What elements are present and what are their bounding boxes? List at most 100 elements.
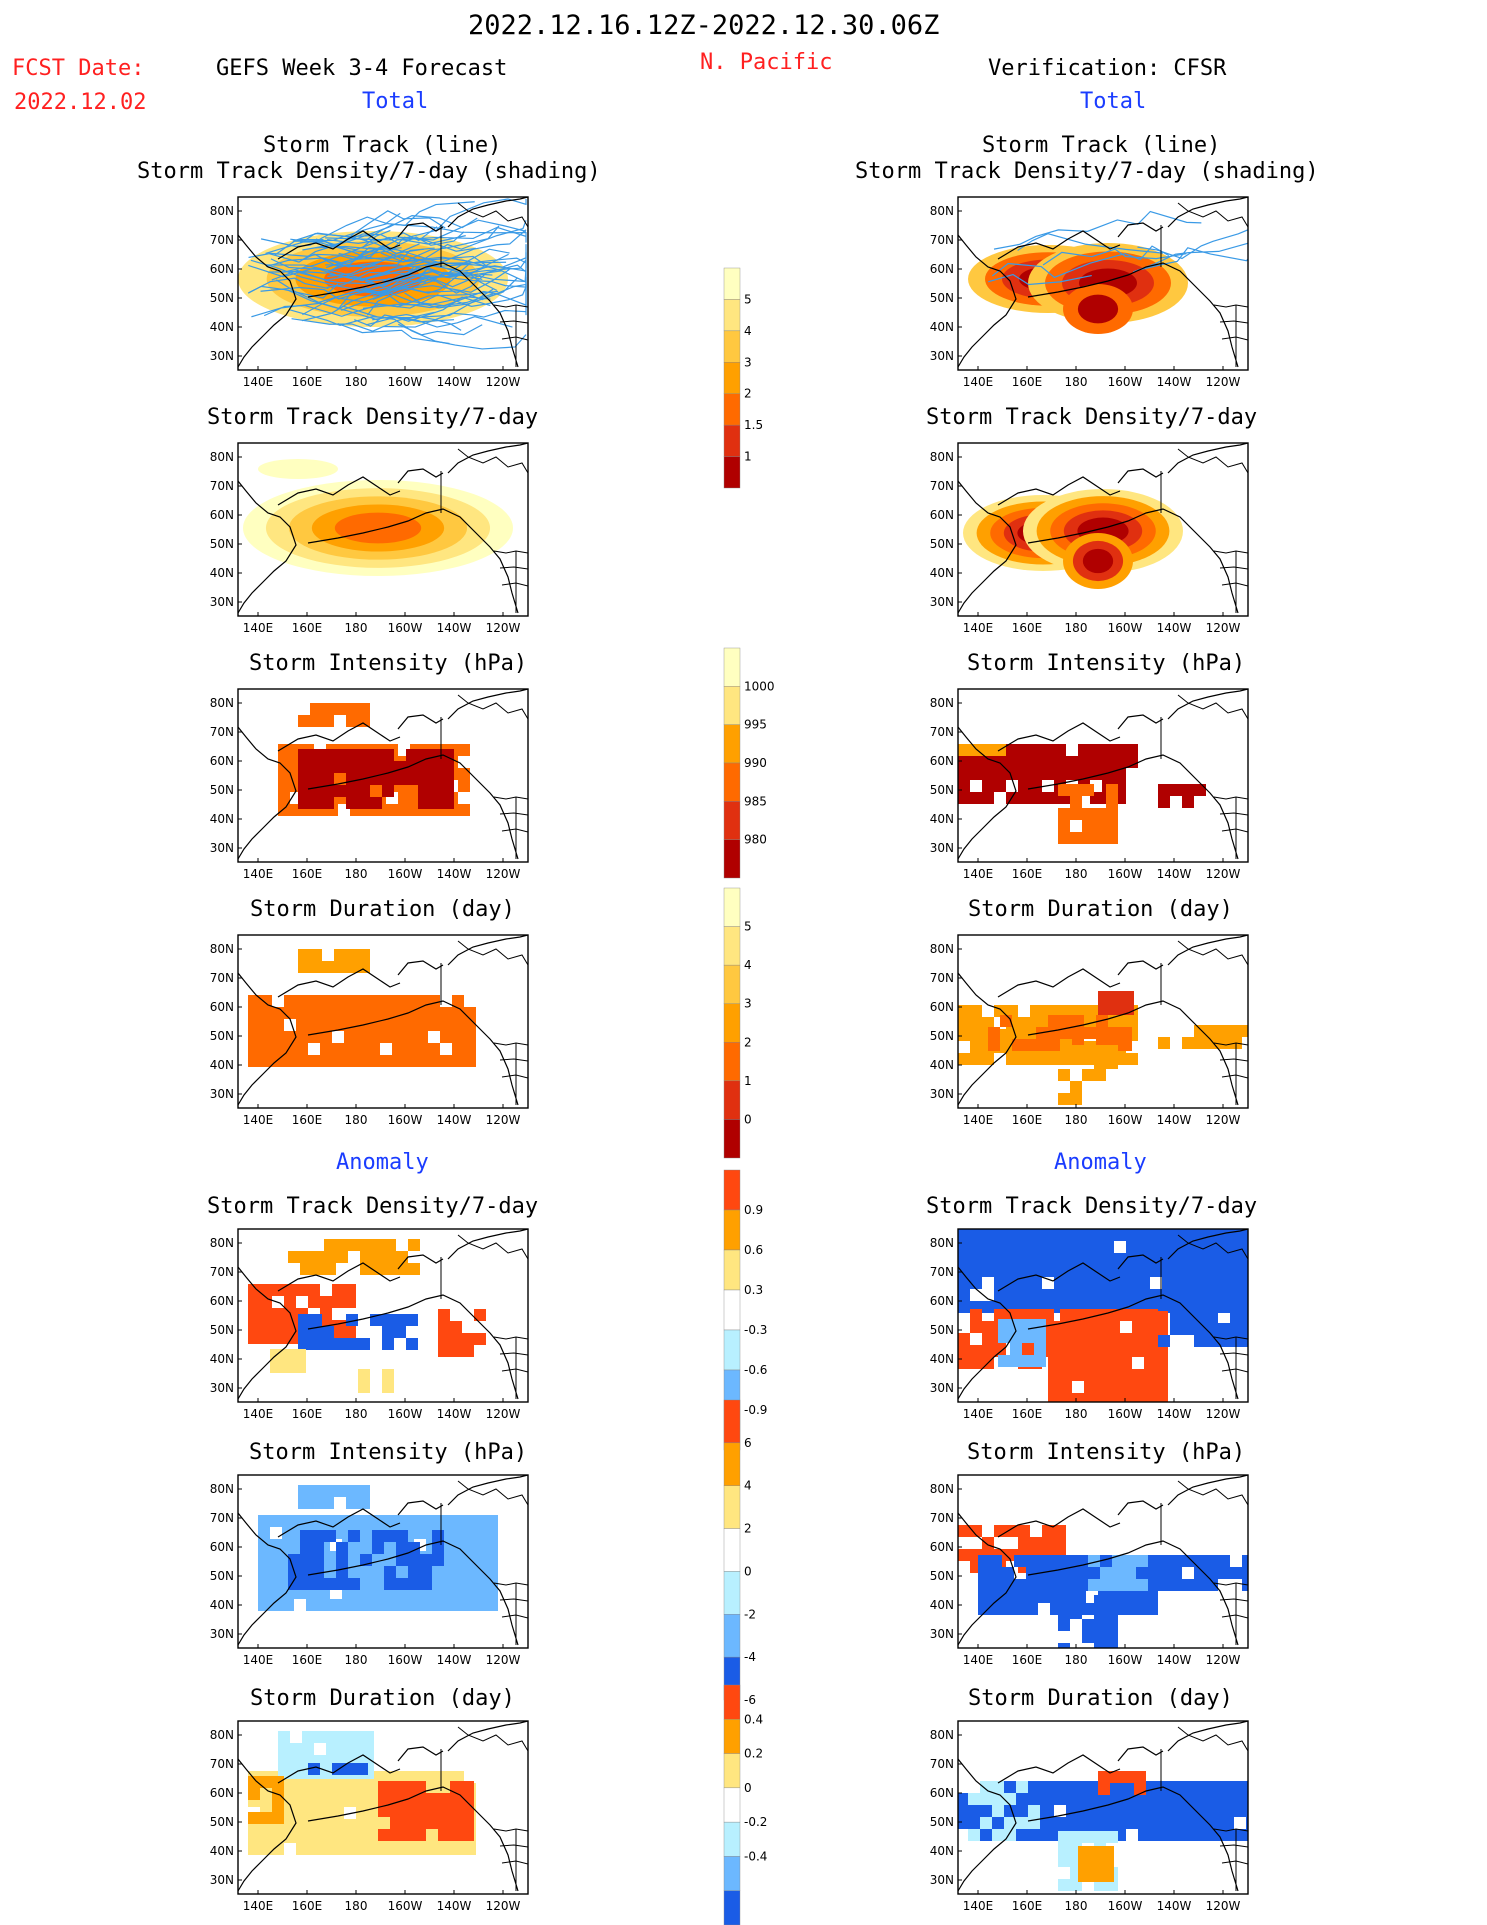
intensity-cell [1094,820,1106,832]
intensity-cell [1006,744,1018,756]
anomaly-cell [1054,1537,1066,1549]
anomaly-cell [1042,1229,1054,1241]
lat-tick-label: 40N [210,1352,234,1366]
map-frame [957,934,1249,1109]
anomaly-cell [380,1771,392,1783]
intensity-cell [442,749,454,761]
lon-tick-label: 180 [345,1113,368,1127]
canada-arctic-coastline [447,197,528,228]
colorbar-label: 0 [744,1112,752,1126]
intensity-cell [1066,768,1078,780]
anomaly-cell [330,1515,342,1527]
anomaly-cell [474,1527,486,1539]
anomaly-cell [1146,1603,1158,1615]
intensity-cell [1018,744,1030,756]
intensity-cell [958,744,970,756]
intensity-cell [1182,796,1194,808]
duration-cell [1158,1037,1170,1049]
map-frame [237,688,529,863]
anomaly-cell [1002,1567,1014,1579]
anomaly-cell [1072,1321,1084,1333]
anomaly-cell [302,1743,314,1755]
intensity-cell [1126,744,1138,756]
anomaly-cell [994,1309,1006,1321]
anomaly-cell [1054,1781,1066,1793]
colorbar-label: 0 [744,1564,752,1578]
lon-tick-label: 160E [1012,1113,1043,1127]
duration-cell [464,1031,476,1043]
alaska-north-coast [1117,960,1164,976]
duration-cell [260,1055,272,1067]
anomaly-cell [1114,1817,1126,1829]
intensity-cell [1030,792,1042,804]
anomaly-cell [1186,1781,1198,1793]
anomaly-cell [994,1241,1006,1253]
anomaly-cell [322,1338,334,1350]
anomaly-cell [1134,1771,1146,1783]
anomaly-cell [1138,1793,1150,1805]
lon-tick-label: 160W [388,1113,423,1127]
colorbar-label: 1 [744,1074,752,1088]
anomaly-cell [1138,1265,1150,1277]
anomaly-cell [1158,1335,1170,1347]
anomaly-cell [1138,1277,1150,1289]
colorbar-label: 995 [744,718,767,732]
anomaly-cell [450,1587,462,1599]
anomaly-cell [408,1554,420,1566]
lat-tick-label: 50N [210,783,234,797]
colorbar-segment [723,926,741,966]
intensity-cell [458,804,470,816]
intensity-cell [278,780,290,792]
colorbar-label: 0.2 [744,1747,763,1761]
anomaly-cell [1146,1567,1158,1579]
lat-tick-label: 50N [930,291,954,305]
anomaly-cell [272,1776,284,1788]
anomaly-cell [270,1587,282,1599]
anomaly-cell [342,1599,354,1611]
anomaly-cell [1114,1277,1126,1289]
colorbar-segment [723,1080,741,1120]
duration-cell [392,1043,404,1055]
anomaly-cell [1174,1817,1186,1829]
duration-cell [260,1007,272,1019]
duration-cell [1030,1005,1042,1017]
anomaly-cell [260,1308,272,1320]
intensity-cell [386,804,398,816]
anomaly-cell [272,1843,284,1855]
anomaly-cell [310,1485,322,1497]
fcst-label: FCST Date: [12,56,145,81]
anomaly-cell [1002,1591,1014,1603]
region-title: N. Pacific [700,50,833,75]
anomaly-cell [1074,1567,1086,1579]
anomaly-cell [1138,1829,1150,1841]
anomaly-cell [1120,1393,1132,1402]
anomaly-cell [1182,1311,1194,1323]
state-border [1221,1368,1248,1373]
anomaly-cell [332,1284,344,1296]
panel-title-anom-duration-right: Storm Duration (day) [968,1686,1233,1711]
anomaly-cell [346,1338,358,1350]
lat-tick-label: 60N [930,1540,954,1554]
fcst-date: 2022.12.02 [14,90,147,115]
lon-tick-label: 120W [486,375,521,389]
anomaly-cell [1100,1567,1112,1579]
anomaly-cell [360,1263,372,1275]
anomaly-cell [1146,1591,1158,1603]
anomaly-cell [1060,1345,1072,1357]
intensity-cell [958,792,970,804]
anomaly-cell [1084,1321,1096,1333]
anomaly-cell [1156,1381,1168,1393]
anomaly-cell [308,1819,320,1831]
duration-cell [1070,1045,1082,1057]
duration-cell [320,1007,332,1019]
anomaly-cell [486,1539,498,1551]
anomaly-cell [356,1783,368,1795]
us-canada-border [493,796,528,800]
canada-arctic-coastline [447,935,528,966]
lat-tick-label: 60N [210,1000,234,1014]
intensity-cell [1102,768,1114,780]
anomaly-cell [450,1515,462,1527]
lon-tick-label: 120W [1206,621,1241,635]
storm-track-line [337,323,450,345]
anomaly-cell [258,1551,270,1563]
